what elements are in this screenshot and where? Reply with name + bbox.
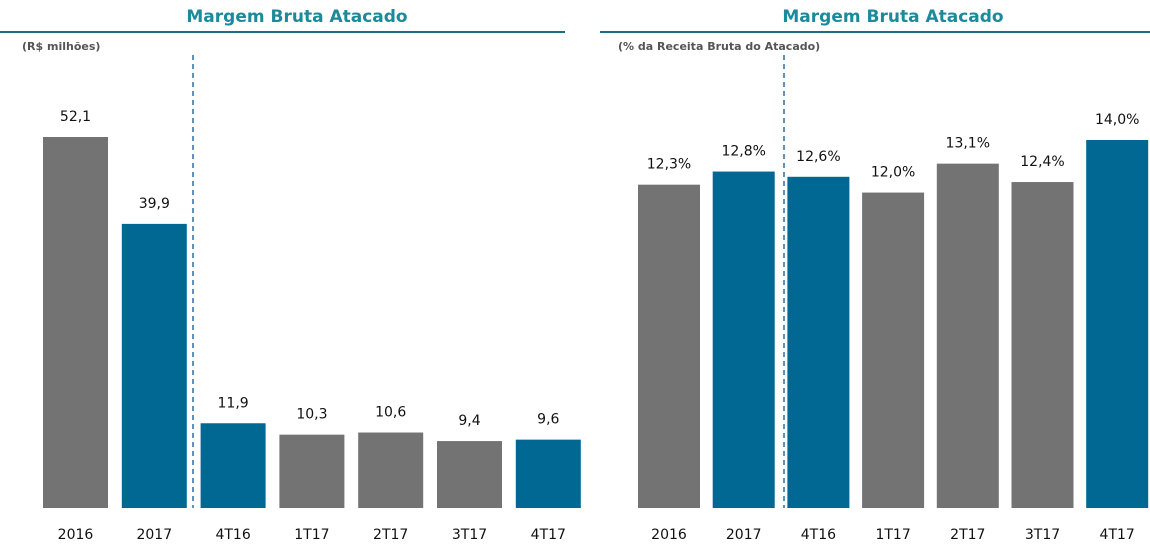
chart-title: Margem Bruta Atacado (186, 7, 407, 27)
chart-subtitle: (% da Receita Bruta do Atacado) (618, 40, 820, 53)
value-label: 52,1 (60, 109, 91, 125)
value-label: 13,1% (946, 136, 990, 152)
value-label: 12,3% (647, 157, 691, 173)
x-tick-label: 2T17 (373, 527, 408, 543)
x-tick-label: 3T17 (1025, 527, 1060, 543)
bar (787, 176, 850, 509)
x-tick-label: 4T17 (1100, 527, 1135, 543)
bar (437, 441, 502, 508)
bar (1086, 140, 1149, 508)
bar (862, 192, 925, 509)
x-tick-label: 4T16 (215, 527, 250, 543)
value-label: 12,6% (796, 149, 840, 165)
x-tick-label: 4T16 (801, 527, 836, 543)
bar (712, 171, 775, 509)
value-label: 9,6 (537, 412, 559, 428)
bar (358, 432, 424, 508)
value-label: 12,0% (871, 165, 915, 181)
value-label: 9,4 (458, 413, 480, 429)
bar (515, 439, 581, 508)
bar (200, 423, 266, 508)
value-label: 12,4% (1020, 154, 1064, 170)
bar (279, 434, 345, 508)
x-tick-label: 1T17 (875, 527, 910, 543)
value-label: 12,8% (721, 144, 765, 160)
x-tick-label: 3T17 (452, 527, 487, 543)
x-tick-label: 2017 (136, 527, 172, 543)
x-tick-label: 2T17 (950, 527, 985, 543)
value-label: 14,0% (1095, 112, 1139, 128)
x-tick-label: 4T17 (531, 527, 566, 543)
chart-title: Margem Bruta Atacado (782, 7, 1003, 27)
value-label: 10,3 (296, 407, 327, 423)
x-tick-label: 1T17 (294, 527, 329, 543)
value-label: 10,6 (375, 405, 406, 421)
bar (936, 163, 999, 508)
bar (1011, 182, 1074, 509)
x-tick-label: 2016 (651, 527, 687, 543)
x-tick-label: 2016 (58, 527, 94, 543)
bar (121, 223, 187, 508)
bar (43, 137, 108, 508)
chart-subtitle: (R$ milhões) (22, 40, 100, 53)
bar (638, 184, 700, 508)
value-label: 39,9 (139, 196, 170, 212)
value-label: 11,9 (218, 395, 249, 411)
x-tick-label: 2017 (726, 527, 762, 543)
